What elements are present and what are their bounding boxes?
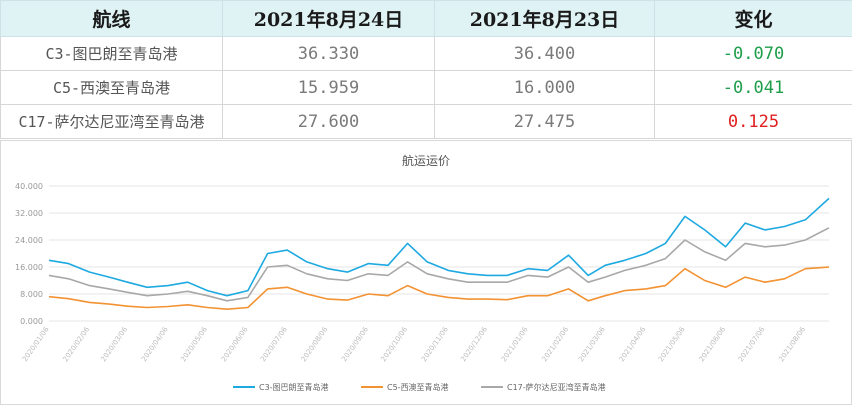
value-cell: 27.600 <box>223 105 435 139</box>
header-date-1: 2021年8月24日 <box>223 1 435 37</box>
x-tick-label: 2020/12/06 <box>459 325 489 363</box>
legend-label: C17-萨尔达尼亚湾至青岛港 <box>507 382 606 392</box>
x-tick-label: 2020/11/06 <box>420 325 450 363</box>
series-line <box>49 267 829 309</box>
x-tick-label: 2020/08/06 <box>300 325 330 363</box>
header-date-2: 2021年8月23日 <box>435 1 655 37</box>
legend-label: C5-西澳至青岛港 <box>387 382 449 392</box>
x-tick-label: 2021/02/06 <box>540 325 570 363</box>
table-row: C17-萨尔达尼亚湾至青岛港 27.600 27.475 0.125 <box>1 105 852 139</box>
x-tick-label: 2020/03/06 <box>99 325 129 363</box>
x-tick-label: 2021/06/06 <box>698 325 728 363</box>
value-cell: 16.000 <box>435 71 655 105</box>
x-tick-label: 2020/01/06 <box>21 325 51 363</box>
y-tick-label: 40.000 <box>15 182 43 191</box>
change-cell: 0.125 <box>655 105 852 139</box>
y-tick-label: 16.000 <box>15 263 43 272</box>
value-cell: 36.330 <box>223 37 435 71</box>
value-cell: 36.400 <box>435 37 655 71</box>
x-tick-label: 2021/05/06 <box>657 325 687 363</box>
x-tick-label: 2021/03/06 <box>577 325 607 363</box>
series-line <box>49 228 829 301</box>
x-tick-label: 2020/02/06 <box>62 325 92 363</box>
x-tick-label: 2020/04/06 <box>140 325 170 363</box>
x-tick-label: 2020/06/06 <box>220 325 250 363</box>
table-header-row: 航线 2021年8月24日 2021年8月23日 变化 <box>1 1 852 37</box>
route-cell: C5-西澳至青岛港 <box>1 71 223 105</box>
freight-rate-table: 航线 2021年8月24日 2021年8月23日 变化 C3-图巴朗至青岛港 3… <box>0 0 852 139</box>
y-tick-label: 24.000 <box>15 236 43 245</box>
x-tick-label: 2020/09/06 <box>340 325 370 363</box>
change-cell: -0.041 <box>655 71 852 105</box>
chart-legend: C3-图巴朗至青岛港 C5-西澳至青岛港 C17-萨尔达尼亚湾至青岛港 <box>233 382 606 392</box>
table-row: C3-图巴朗至青岛港 36.330 36.400 -0.070 <box>1 37 852 71</box>
x-tick-label: 2021/01/06 <box>500 325 530 363</box>
legend-label: C3-图巴朗至青岛港 <box>259 382 329 392</box>
y-tick-label: 0.000 <box>20 317 43 326</box>
x-tick-label: 2021/04/06 <box>618 325 648 363</box>
value-cell: 15.959 <box>223 71 435 105</box>
x-tick-label: 2020/10/06 <box>380 325 410 363</box>
x-tick-label: 2020/05/06 <box>179 325 209 363</box>
header-change: 变化 <box>655 1 852 37</box>
y-tick-label: 8.000 <box>20 290 43 299</box>
route-cell: C3-图巴朗至青岛港 <box>1 37 223 71</box>
x-tick-label: 2021/08/06 <box>777 325 807 363</box>
series-lines <box>49 198 829 309</box>
y-axis: 0.000 8.000 16.000 24.000 32.000 40.000 <box>15 182 43 326</box>
table-row: C5-西澳至青岛港 15.959 16.000 -0.041 <box>1 71 852 105</box>
x-tick-label: 2020/07/06 <box>259 325 289 363</box>
chart-grid <box>49 186 829 321</box>
freight-line-chart: 航运运价 0.0008.00016.00024.00032.00040.000 … <box>1 141 851 404</box>
header-route: 航线 <box>1 1 223 37</box>
chart-title: 航运运价 <box>402 153 450 168</box>
value-cell: 27.475 <box>435 105 655 139</box>
change-cell: -0.070 <box>655 37 852 71</box>
x-tick-label: 2021/07/06 <box>737 325 767 363</box>
y-tick-label: 32.000 <box>15 209 43 218</box>
route-cell: C17-萨尔达尼亚湾至青岛港 <box>1 105 223 139</box>
